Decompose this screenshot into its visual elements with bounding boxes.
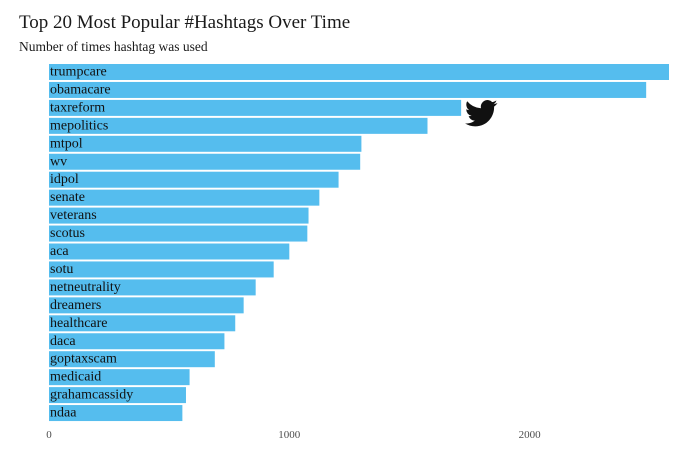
bar-wv (49, 153, 361, 170)
category-label: trumpcare (50, 65, 107, 80)
bar-daca (49, 333, 225, 350)
bar-idpol (49, 171, 339, 188)
category-label: dreamers (50, 298, 101, 313)
bar-healthcare (49, 315, 236, 332)
chart-title: Top 20 Most Popular #Hashtags Over Time (19, 12, 351, 33)
category-label: healthcare (50, 316, 108, 331)
x-tick-label: 1000 (278, 429, 301, 441)
bar-dreamers (49, 297, 244, 314)
x-tick-label: 0 (46, 429, 52, 441)
bar-veterans (49, 207, 309, 224)
bar-mepolitics (49, 117, 428, 134)
category-label: senate (50, 190, 85, 205)
bar-senate (49, 189, 320, 206)
category-label: wv (50, 154, 67, 169)
category-label: daca (50, 334, 76, 349)
category-label: scotus (50, 226, 85, 241)
x-tick-label: 2000 (519, 429, 542, 441)
bar-trumpcare (49, 64, 669, 80)
bar-grahamcassidy (49, 387, 186, 404)
category-label: mtpol (50, 136, 83, 151)
bar-netneutrality (49, 279, 256, 296)
bar-sotu (49, 261, 274, 278)
bar-mtpol (49, 135, 362, 152)
chart-subtitle: Number of times hashtag was used (19, 39, 208, 54)
bar-goptaxscam (49, 351, 215, 368)
category-label: medicaid (50, 370, 101, 385)
category-label: idpol (50, 172, 79, 187)
bar-taxreform (49, 99, 462, 116)
category-label: taxreform (50, 100, 105, 115)
category-label: ndaa (50, 406, 77, 421)
category-label: grahamcassidy (50, 388, 133, 403)
category-label: mepolitics (50, 118, 108, 133)
bar-obamacare (49, 81, 647, 98)
twitter-bird-icon (465, 100, 498, 127)
category-label: goptaxscam (50, 352, 117, 367)
bar-aca (49, 243, 290, 260)
bar-ndaa (49, 405, 183, 422)
bar-medicaid (49, 369, 190, 386)
bar-scotus (49, 225, 308, 242)
category-label: veterans (50, 208, 97, 223)
category-label: aca (50, 244, 69, 259)
category-label: netneutrality (50, 280, 121, 295)
category-label: obamacare (50, 82, 111, 97)
category-label: sotu (50, 262, 73, 277)
